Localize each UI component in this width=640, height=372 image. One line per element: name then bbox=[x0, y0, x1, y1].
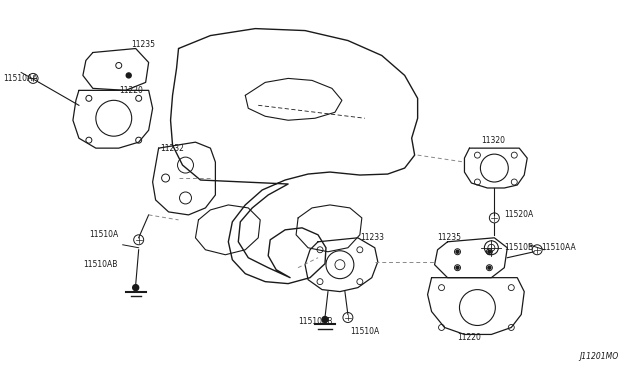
Text: 11320: 11320 bbox=[481, 136, 506, 145]
Text: 11235: 11235 bbox=[131, 40, 155, 49]
Text: 11510A: 11510A bbox=[89, 230, 118, 239]
Text: 11510AB: 11510AB bbox=[83, 260, 117, 269]
Circle shape bbox=[488, 266, 491, 269]
Circle shape bbox=[456, 250, 459, 253]
Text: 11235: 11235 bbox=[438, 233, 461, 242]
Text: 11233: 11233 bbox=[360, 233, 384, 242]
Circle shape bbox=[126, 73, 131, 78]
Circle shape bbox=[456, 266, 459, 269]
Text: 11510AA: 11510AA bbox=[541, 243, 576, 252]
Circle shape bbox=[322, 317, 328, 323]
Text: 11232: 11232 bbox=[161, 144, 184, 153]
Circle shape bbox=[132, 285, 139, 291]
Circle shape bbox=[488, 250, 491, 253]
Text: 11520A: 11520A bbox=[504, 211, 534, 219]
Text: 11510AA: 11510AA bbox=[3, 74, 38, 83]
Text: 11510B: 11510B bbox=[504, 243, 533, 252]
Text: 11510A: 11510A bbox=[350, 327, 379, 336]
Text: 11510AB: 11510AB bbox=[298, 317, 332, 326]
Text: 11220: 11220 bbox=[458, 333, 481, 342]
Text: J11201MO: J11201MO bbox=[580, 352, 619, 361]
Text: 11220: 11220 bbox=[119, 86, 143, 95]
